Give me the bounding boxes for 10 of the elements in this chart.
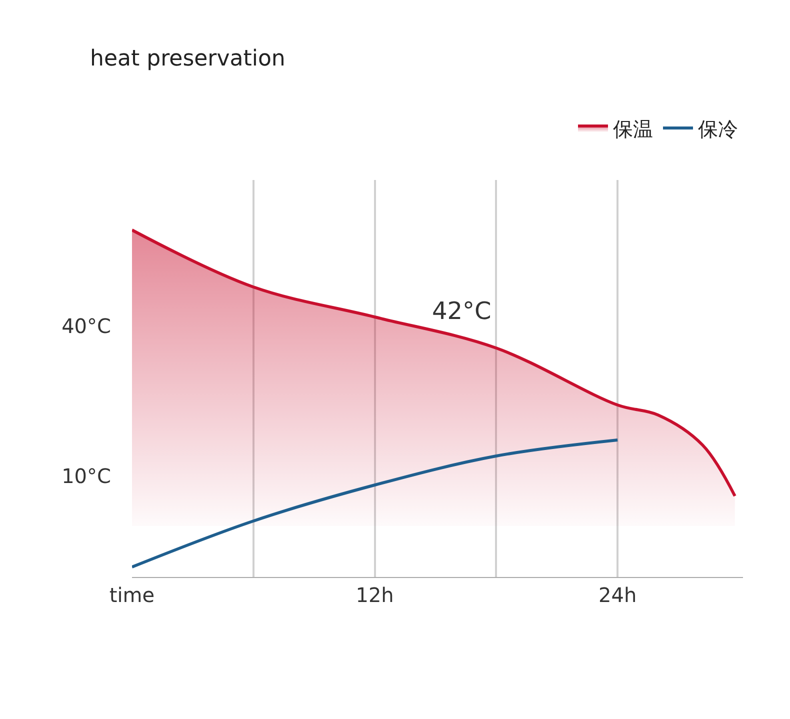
annotation: 42°C [432,297,492,325]
line-series [132,438,620,568]
x-tick-label: 12h [356,583,394,607]
chart-title: heat preservation [90,46,286,72]
legend-label: 保温 [613,116,653,141]
y-tick-label: 10°C [62,464,111,488]
legend-label: 保冷 [698,116,738,141]
y-tick-label: 40°C [62,314,111,338]
x-tick-label: time [109,583,155,607]
x-tick-label: 24h [598,583,637,607]
